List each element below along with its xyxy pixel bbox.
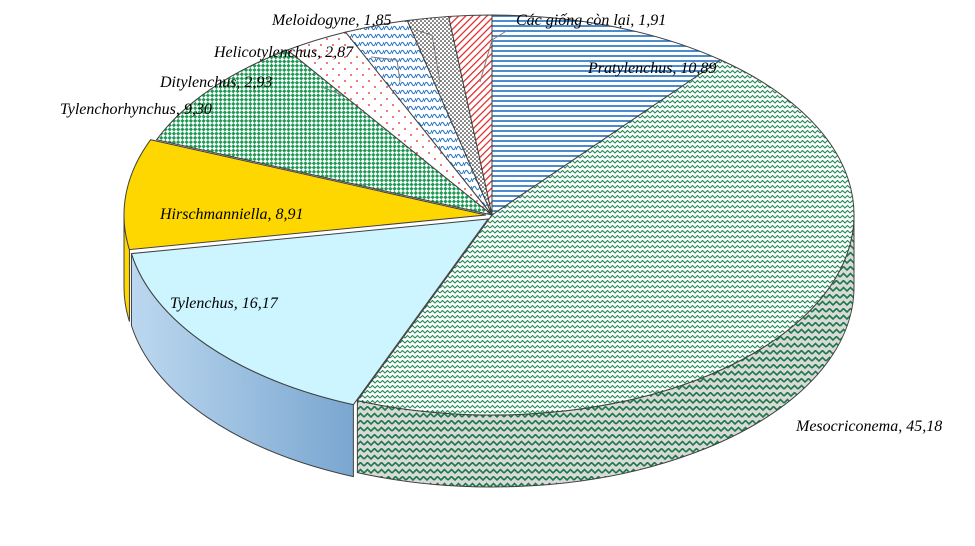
- label-tylenchorhynchus: Tylenchorhynchus, 9,30: [60, 101, 212, 118]
- slice-cac-giong-con-lai: [448, 14, 493, 216]
- label-pratylenchus: Pratylenchus, 10,89: [587, 60, 716, 77]
- leader-cac-giong-con-lai: [479, 29, 509, 83]
- slice-hirschmanniella: [123, 139, 487, 251]
- slice-mesocriconema: [356, 59, 855, 416]
- leader-meloidogyne: [415, 29, 441, 83]
- label-leader-lines: [321, 29, 509, 96]
- slice-tylenchorhynchus: [155, 49, 493, 216]
- label-meloidogyne: Meloidogyne, 1,85: [271, 12, 392, 29]
- leader-ditylenchus: [321, 86, 343, 96]
- label-mesocriconema: Mesocriconema, 45,18: [795, 418, 942, 435]
- slice-tylenchus: [130, 218, 490, 406]
- label-cac-giong-con-lai: Các giống còn lại, 1,91: [516, 12, 666, 29]
- label-ditylenchus: Ditylenchus, 2,93: [159, 74, 272, 91]
- slice-labels: Pratylenchus, 10,89 Mesocriconema, 45,18 T…: [60, 12, 942, 435]
- pie-slices: [123, 14, 855, 416]
- label-helicotylenchus: Helicotylenchus, 2,87: [213, 44, 354, 61]
- label-tylenchus: Tylenchus, 16,17: [170, 295, 279, 312]
- leader-helicotylenchus: [370, 56, 401, 83]
- label-hirschmanniella: Hirschmanniella, 8,91: [159, 206, 304, 223]
- slice-pratylenchus: [491, 14, 722, 216]
